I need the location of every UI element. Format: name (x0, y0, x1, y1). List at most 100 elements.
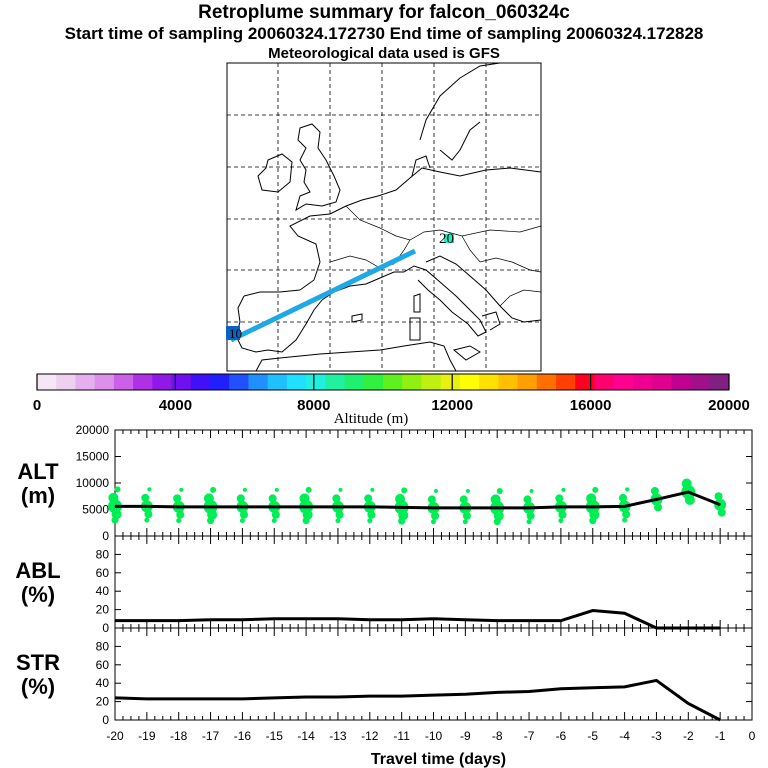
data-point (369, 695, 371, 697)
data-point (178, 698, 180, 700)
trajectory-start-marker (444, 234, 454, 243)
series-line (115, 608, 721, 630)
colorbar-swatch (133, 374, 153, 390)
data-point (687, 702, 689, 704)
particle-point (401, 487, 408, 494)
particle-point (335, 518, 341, 524)
particle-point (462, 511, 471, 520)
x-tick-label: -1 (715, 729, 726, 743)
data-point (433, 507, 434, 509)
y-tick-label: 10000 (76, 476, 110, 490)
data-point (369, 506, 371, 508)
x-tick-label: -8 (492, 729, 503, 743)
data-point (369, 619, 371, 621)
particle-point (434, 488, 439, 493)
data-point (433, 618, 434, 620)
data-point (401, 695, 403, 697)
colorbar-swatch (190, 374, 211, 390)
data-point (592, 610, 594, 612)
particle-point (496, 487, 503, 494)
map-frame (226, 62, 542, 372)
x-tick-label: -13 (329, 729, 347, 743)
colorbar-swatch (286, 374, 307, 390)
panel-ylabel: (%) (21, 582, 55, 607)
particle-point (114, 486, 121, 493)
particle-point (558, 518, 564, 524)
data-point (146, 505, 148, 507)
particle-point (176, 518, 182, 524)
particle-point (684, 494, 695, 505)
colorbar-tick-label: 4000 (159, 397, 192, 414)
colorbar-swatch (440, 374, 461, 390)
particle-point (717, 508, 726, 517)
data-point (178, 506, 180, 508)
data-point (210, 698, 212, 700)
particle-point (147, 487, 152, 492)
particle-point (395, 493, 406, 504)
particle-point (654, 503, 663, 512)
colorbar-title: Altitude (m) (334, 411, 409, 427)
particle-point (144, 517, 150, 523)
particle-point (650, 486, 659, 495)
data-point (337, 696, 339, 698)
x-axis-label: Travel time (days) (371, 751, 506, 768)
colorbar-swatch (75, 374, 96, 390)
x-tick-label: -20 (106, 729, 124, 743)
particle-point (558, 510, 567, 519)
particle-point (523, 495, 532, 504)
data-point (337, 506, 339, 508)
data-point (464, 693, 466, 695)
data-point (210, 506, 212, 508)
data-point (114, 697, 116, 699)
particle-point (173, 494, 182, 503)
x-tick-label: -4 (619, 729, 630, 743)
colorbar-swatch (402, 374, 422, 390)
data-point (273, 618, 275, 620)
trajectory-origin-marker (226, 326, 240, 340)
colorbar-tick-label: 0 (33, 397, 41, 414)
altitude-colorbar: 0 4000 8000 12000 16000 20000 (33, 373, 750, 414)
met-data-note: Meteorological data used is GFS (268, 45, 500, 62)
colorbar-swatch (613, 374, 634, 390)
data-point (528, 507, 530, 509)
x-tick-label: -17 (202, 729, 220, 743)
colorbar-swatch (517, 374, 538, 390)
data-point (305, 696, 307, 698)
x-tick-label: -10 (425, 729, 443, 743)
panel-frame (114, 535, 753, 629)
particle-point (561, 487, 566, 492)
data-point (655, 679, 657, 681)
particle-point (210, 486, 217, 493)
panel-ylabel: ALT (17, 459, 59, 484)
colorbar-swatch (210, 374, 230, 390)
particle-point (493, 518, 501, 526)
data-point (146, 698, 148, 700)
y-tick-label: 20 (96, 603, 110, 617)
particle-point (555, 494, 564, 503)
particle-point (332, 494, 341, 503)
particle-point (236, 494, 245, 503)
data-point (624, 686, 626, 688)
data-point (433, 694, 434, 696)
colorbar-swatch (459, 374, 480, 390)
particle-point (305, 486, 312, 493)
data-point (496, 620, 498, 622)
data-point (719, 504, 721, 506)
data-point (560, 620, 562, 622)
particle-point (526, 519, 532, 525)
particle-point (141, 493, 150, 502)
colorbar-tick-label: 20000 (708, 397, 750, 414)
trajectory-line (229, 248, 417, 343)
particle-point (364, 494, 373, 503)
x-tick-label: -15 (266, 729, 284, 743)
y-tick-label: 40 (96, 676, 110, 690)
data-point (655, 498, 657, 500)
x-tick-label: -11 (393, 729, 410, 743)
particle-point (367, 518, 373, 524)
panel-ylabel: (m) (21, 483, 55, 508)
y-tick-label: 0 (102, 713, 109, 727)
particle-point (589, 517, 597, 525)
particle-point (242, 487, 247, 492)
particle-point (586, 493, 597, 504)
